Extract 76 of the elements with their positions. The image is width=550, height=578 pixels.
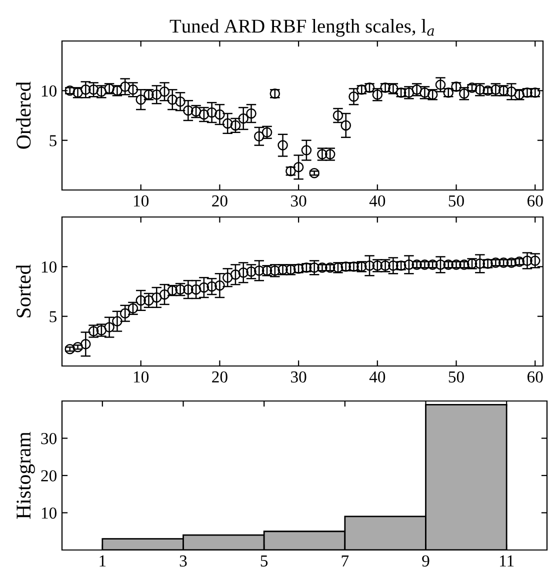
y-tick-label: 10: [42, 85, 57, 97]
point: [254, 266, 264, 276]
point: [435, 80, 446, 90]
point: [183, 284, 194, 295]
point: [80, 84, 91, 95]
y-axis-title: Ordered: [16, 82, 31, 149]
point: [214, 109, 225, 120]
point: [364, 260, 375, 271]
point: [309, 262, 320, 273]
x-tick-label: 30: [291, 371, 306, 383]
point: [151, 292, 162, 303]
point: [206, 281, 217, 292]
point: [120, 82, 130, 92]
point: [120, 308, 130, 318]
point: [222, 272, 233, 283]
point: [254, 131, 264, 142]
y-tick-label: 10: [42, 261, 57, 273]
point: [474, 258, 486, 269]
y-axis-title: Histogram: [16, 432, 35, 519]
y-tick-label: 5: [50, 311, 56, 322]
x-tick-label: 10: [134, 195, 149, 207]
y-tick-label: 5: [50, 135, 56, 146]
point: [340, 120, 352, 131]
x-tick-label: 40: [369, 195, 386, 207]
x-tick-label: 60: [528, 195, 543, 207]
point: [159, 289, 170, 300]
x-tick-label: 11: [500, 555, 514, 566]
point: [183, 105, 194, 116]
point: [190, 284, 202, 295]
point: [175, 96, 186, 107]
point: [278, 140, 288, 150]
point: [80, 339, 91, 350]
x-tick-label: 7: [342, 556, 349, 566]
x-tick-label: 40: [369, 371, 386, 383]
point: [136, 94, 146, 105]
point: [238, 267, 248, 278]
point: [230, 269, 241, 280]
chart-title: Tuned ARD RBF length scales, l$_{a}$: [170, 19, 434, 37]
point: [348, 91, 359, 102]
point: [136, 295, 146, 306]
point: [293, 162, 304, 172]
x-tick-label: 60: [528, 371, 543, 383]
point: [522, 256, 532, 266]
x-tick-label: 50: [448, 371, 464, 383]
x-tick-label: 30: [291, 195, 306, 207]
point: [238, 113, 248, 124]
point: [309, 168, 320, 178]
y-tick-label: 30: [41, 432, 57, 444]
point: [151, 90, 162, 100]
point: [435, 260, 446, 270]
y-tick-label: 20: [41, 470, 57, 482]
point: [404, 260, 414, 270]
point: [301, 145, 312, 156]
point: [159, 86, 170, 97]
point: [167, 94, 178, 105]
x-tick-label: 5: [260, 556, 268, 567]
point: [214, 280, 225, 291]
x-tick-label: 20: [212, 371, 228, 383]
point: [206, 107, 217, 118]
point: [506, 86, 517, 97]
point: [112, 316, 122, 326]
x-tick-label: 3: [180, 555, 187, 567]
point: [128, 84, 138, 95]
point: [198, 282, 210, 293]
x-tick-label: 9: [422, 555, 430, 567]
x-tick-label: 1: [100, 555, 106, 566]
point: [388, 260, 398, 271]
y-axis-title: Sorted: [16, 264, 31, 318]
point: [246, 108, 256, 119]
point: [104, 322, 114, 332]
point: [332, 110, 344, 121]
x-tick-label: 20: [212, 195, 228, 207]
x-tick-label: 50: [448, 195, 464, 207]
x-tick-label: 10: [134, 371, 149, 383]
point: [222, 118, 233, 129]
y-tick-label: 10: [42, 507, 57, 519]
